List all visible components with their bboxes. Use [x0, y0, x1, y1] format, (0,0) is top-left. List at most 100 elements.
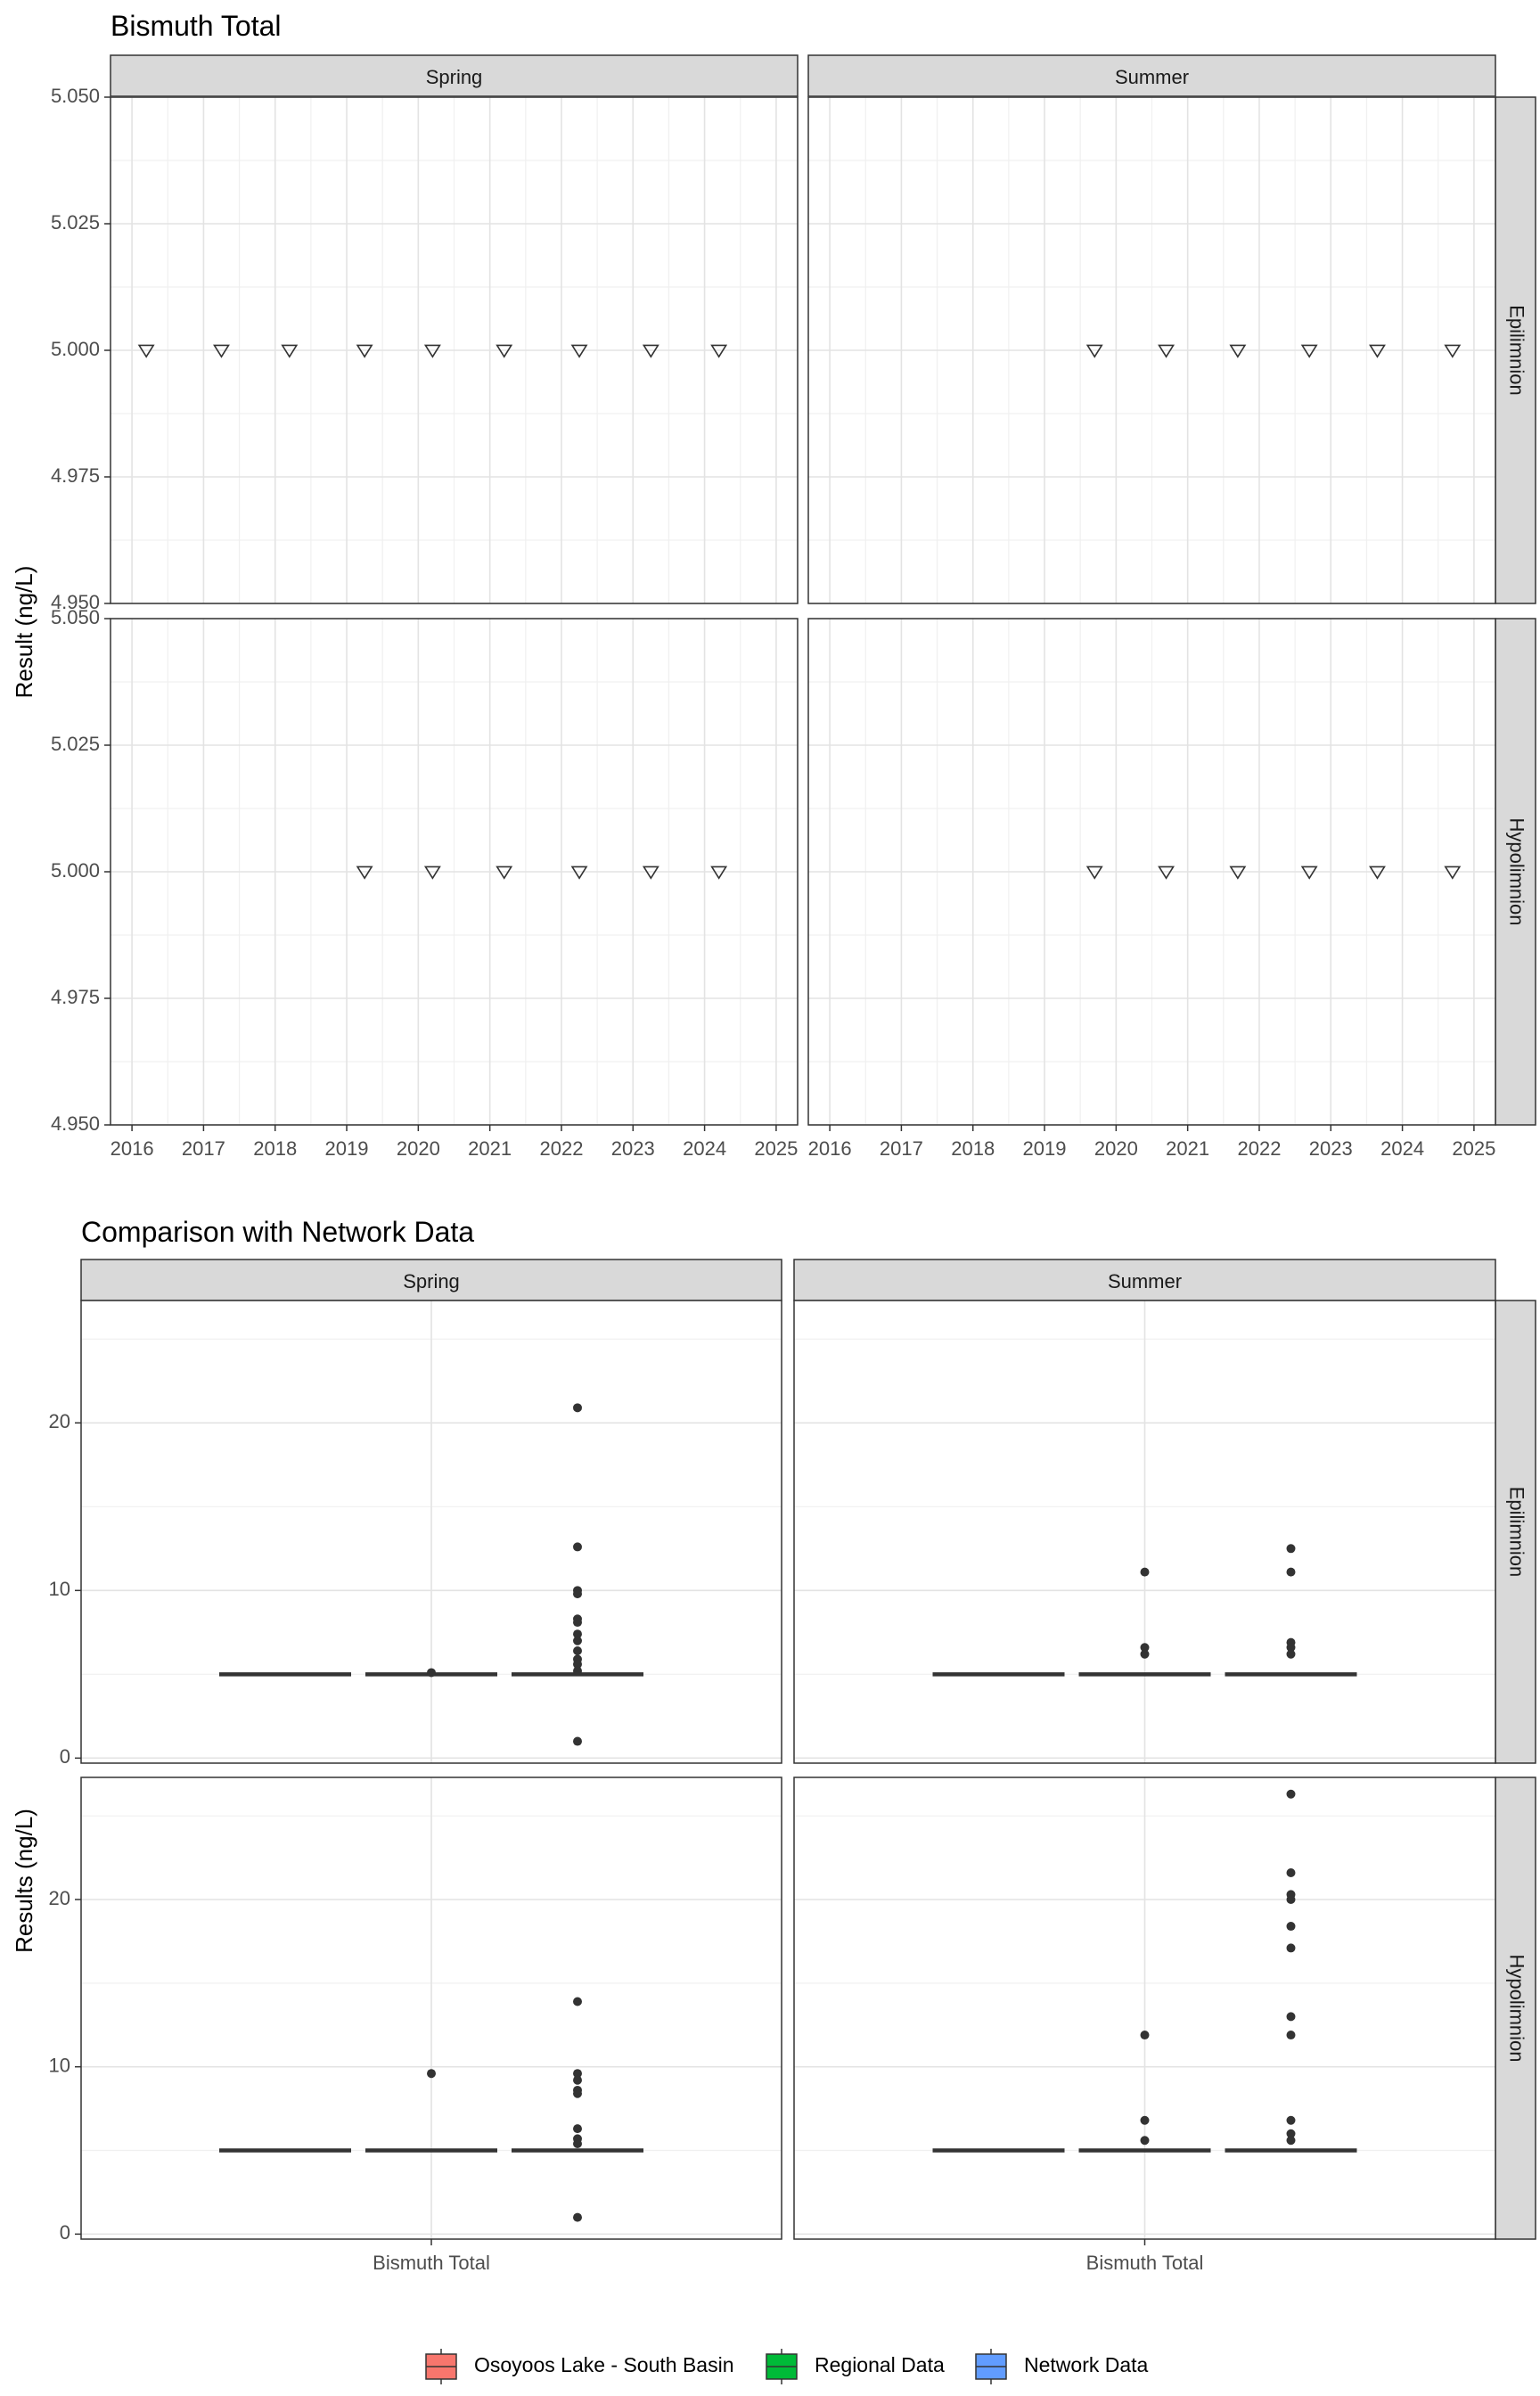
x-tick-label: 2023	[1309, 1137, 1353, 1160]
outlier-point	[573, 1589, 582, 1599]
y-tick-label: 4.975	[51, 986, 100, 1008]
data-point-marker	[642, 866, 659, 880]
outlier-point	[427, 2069, 436, 2079]
outlier-point	[1286, 2136, 1296, 2146]
data-point-marker	[1158, 866, 1175, 880]
x-category-label: Bismuth Total	[1086, 2252, 1204, 2274]
x-tick-label: 2025	[754, 1137, 798, 1160]
outlier-point	[573, 2212, 582, 2222]
data-point-marker	[496, 866, 513, 880]
strip-summer	[807, 54, 1496, 97]
outlier-point	[1286, 1643, 1296, 1653]
strip-hypolimnion	[1495, 618, 1536, 1126]
outlier-point	[1286, 1544, 1296, 1554]
strip-label-hypolimnion: Hypolimnion	[1506, 1954, 1528, 2062]
data-point-marker	[1229, 344, 1247, 358]
bottom-chart: Spring Summer Epilimnion Hypolimnion 0 10 20 0 1…	[49, 1259, 1536, 2274]
data-point-marker	[423, 344, 441, 358]
bottom-chart-title: Comparison with Network Data	[81, 1216, 474, 1248]
x-tick-label: 2018	[951, 1137, 995, 1160]
outlier-point	[1286, 1943, 1296, 1953]
x-tick-label: 2018	[253, 1137, 297, 1160]
outlier-point	[573, 1646, 582, 1656]
top-chart: Spring Summer Epilimnion Hypolimnion 4.950 4.…	[51, 54, 1536, 1160]
x-tick-label: 2024	[1380, 1137, 1424, 1160]
data-point-marker	[213, 344, 230, 358]
outlier-point	[573, 1660, 582, 1670]
outlier-point	[427, 1668, 436, 1678]
y-tick-label: 0	[60, 1745, 70, 1768]
x-tick-label: 2025	[1452, 1137, 1495, 1160]
data-point-marker	[710, 866, 728, 880]
x-category-label: Bismuth Total	[373, 2252, 490, 2274]
legend-label-network-data: Network Data	[1024, 2353, 1149, 2376]
outlier-point	[573, 1736, 582, 1746]
y-tick-label: 5.050	[51, 606, 100, 628]
outlier-point	[1140, 1649, 1150, 1659]
strip-label-epilimnion: Epilimnion	[1506, 1487, 1528, 1578]
y-tick-label: 0	[60, 2221, 70, 2244]
outlier-point	[1286, 1867, 1296, 1877]
x-tick-label: 2021	[468, 1137, 512, 1160]
data-point-marker	[1085, 866, 1103, 880]
x-tick-label: 2016	[111, 1137, 154, 1160]
outlier-point	[573, 1542, 582, 1552]
y-tick-label: 5.000	[51, 859, 100, 882]
outlier-point	[1286, 2115, 1296, 2125]
y-tick-label: 20	[49, 1410, 70, 1432]
outlier-point	[1286, 1922, 1296, 1932]
data-point-marker	[1444, 866, 1462, 880]
outlier-point	[573, 1666, 582, 1676]
data-point-marker	[710, 344, 728, 358]
y-tick-label: 5.000	[51, 338, 100, 360]
outlier-point	[1286, 1567, 1296, 1577]
data-point-marker	[570, 344, 588, 358]
strip-epilimnion	[1495, 96, 1536, 604]
data-point-marker	[570, 866, 588, 880]
data-point-marker	[423, 866, 441, 880]
outlier-point	[573, 2075, 582, 2085]
panel-border	[80, 1300, 782, 1764]
data-point-marker	[1369, 866, 1386, 880]
outlier-point	[573, 1618, 582, 1628]
data-point-marker	[1229, 866, 1247, 880]
data-point-marker	[1085, 344, 1103, 358]
panel-summer-epilimnion	[807, 96, 1496, 604]
data-point-marker	[1300, 344, 1318, 358]
data-point-marker	[496, 344, 513, 358]
panel-border	[807, 618, 1496, 1126]
bottom-y-axis-label: Results (ng/L)	[11, 1809, 37, 1953]
strip-spring	[110, 54, 799, 97]
y-tick-label: 4.950	[51, 591, 100, 613]
strip-label-epilimnion: Epilimnion	[1506, 305, 1528, 396]
top-chart-title: Bismuth Total	[111, 10, 282, 42]
outlier-point	[573, 1629, 582, 1639]
y-tick-label: 4.950	[51, 1112, 100, 1135]
outlier-point	[1286, 2012, 1296, 2022]
outlier-point	[1140, 2115, 1150, 2125]
outlier-point	[1286, 2129, 1296, 2138]
outlier-point	[1140, 1643, 1150, 1653]
outlier-point	[1140, 1567, 1150, 1577]
top-y-axis-label: Result (ng/L)	[11, 566, 37, 699]
strip-hypolimnion	[1495, 1776, 1536, 2240]
x-tick-label: 2020	[397, 1137, 440, 1160]
strip-label-spring: Spring	[426, 66, 483, 88]
y-tick-label: 5.050	[51, 85, 100, 107]
legend-label-osoyoos-lake-south-basin: Osoyoos Lake - South Basin	[474, 2353, 734, 2376]
strip-label-spring: Spring	[403, 1270, 460, 1292]
x-tick-label: 2017	[182, 1137, 225, 1160]
y-tick-label: 10	[49, 2055, 70, 2077]
panel-spring-epilimnion	[110, 96, 799, 604]
x-tick-label: 2016	[808, 1137, 852, 1160]
data-point-marker	[356, 344, 373, 358]
y-tick-label: 10	[49, 1578, 70, 1600]
panel-spring-hypolimnion	[110, 618, 799, 1126]
x-tick-label: 2022	[1237, 1137, 1281, 1160]
y-tick-label: 4.975	[51, 464, 100, 487]
outlier-point	[1140, 2136, 1150, 2146]
strip-summer	[793, 1259, 1496, 1301]
x-tick-label: 2019	[1023, 1137, 1067, 1160]
x-tick-label: 2023	[611, 1137, 655, 1160]
